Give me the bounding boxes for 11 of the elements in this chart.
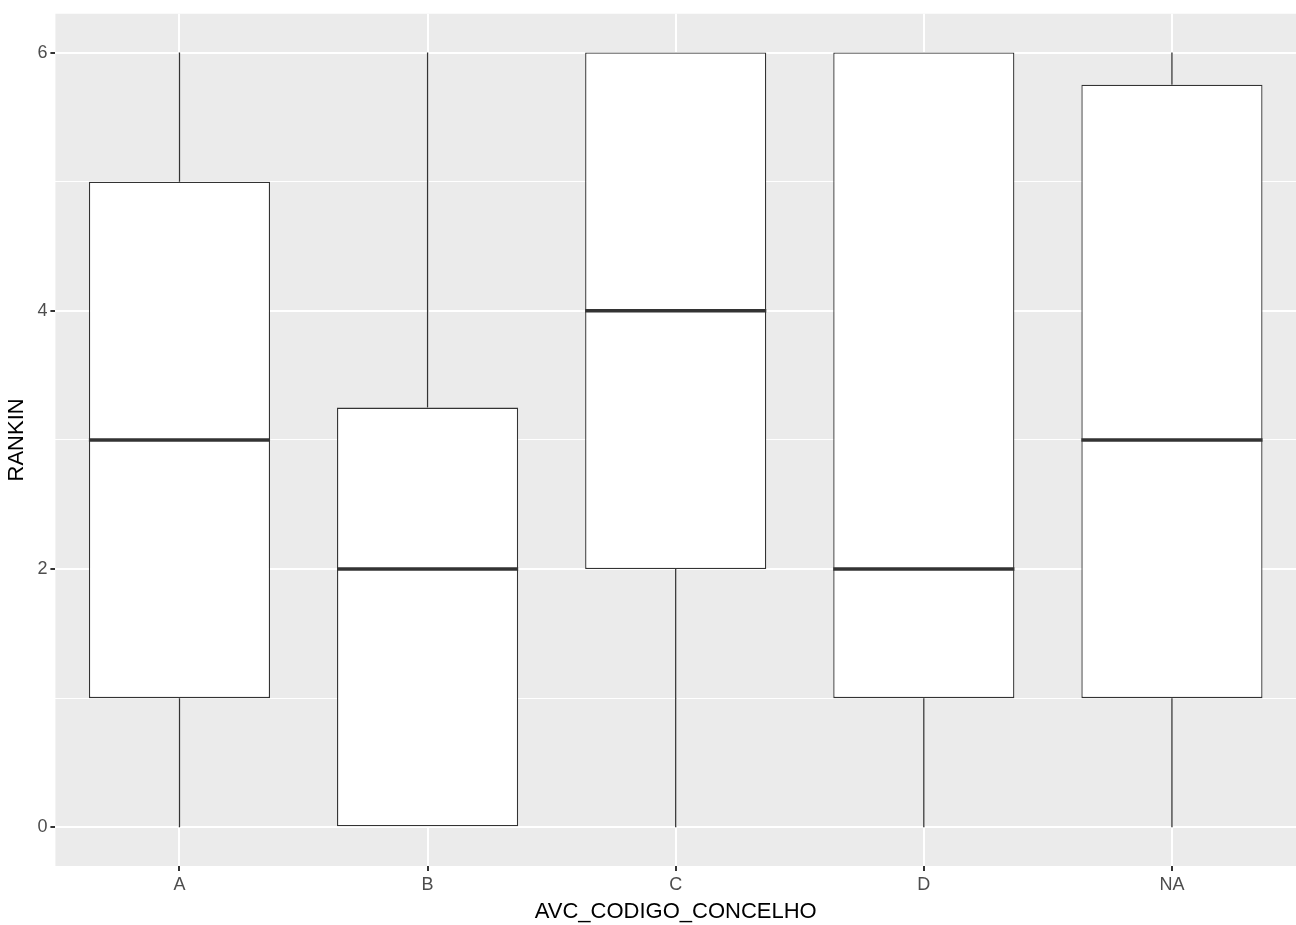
x-tick-label: B xyxy=(421,873,434,894)
y-tick-label: 2 xyxy=(37,557,48,578)
y-axis-title: RANKIN xyxy=(3,398,29,482)
x-axis-title: AVC_CODIGO_CONCELHO xyxy=(534,897,817,923)
x-tick-label: C xyxy=(669,873,683,894)
y-tick-label: 4 xyxy=(37,299,48,320)
x-tick-label: D xyxy=(917,873,931,894)
x-tick-label: NA xyxy=(1159,873,1185,894)
y-tick-label: 6 xyxy=(37,41,48,62)
x-tick-label: A xyxy=(173,873,186,894)
y-tick-label: 0 xyxy=(37,816,48,837)
